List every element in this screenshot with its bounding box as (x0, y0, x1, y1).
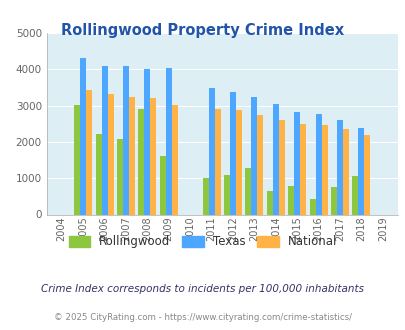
Bar (80, 58, 86, 214)
Bar (251, 97, 257, 214)
Bar (288, 186, 294, 215)
Bar (315, 114, 321, 214)
Bar (159, 156, 165, 214)
Bar (224, 175, 229, 214)
Bar (165, 68, 171, 215)
Text: Rollingwood Property Crime Index: Rollingwood Property Crime Index (61, 23, 344, 38)
Bar (95, 134, 101, 214)
Bar (321, 125, 327, 214)
Bar (107, 94, 113, 214)
Bar (358, 128, 364, 214)
Bar (272, 104, 278, 214)
Bar (294, 112, 299, 214)
Bar (235, 110, 241, 214)
Text: © 2025 CityRating.com - https://www.cityrating.com/crime-statistics/: © 2025 CityRating.com - https://www.city… (54, 313, 351, 322)
Bar (144, 69, 150, 214)
Bar (364, 135, 369, 214)
Bar (171, 105, 177, 214)
Bar (257, 115, 263, 214)
Bar (150, 98, 156, 214)
Bar (86, 90, 92, 214)
Bar (330, 187, 336, 214)
Bar (266, 190, 272, 215)
Bar (214, 109, 220, 214)
Bar (342, 129, 348, 214)
Bar (123, 66, 129, 214)
Bar (278, 120, 284, 214)
Bar (129, 97, 134, 214)
Bar (245, 168, 251, 214)
Bar (202, 178, 208, 214)
Bar (352, 176, 358, 214)
Bar (208, 88, 214, 214)
Bar (138, 109, 144, 214)
Bar (309, 199, 315, 214)
Bar (229, 92, 235, 214)
Bar (299, 124, 305, 214)
Bar (117, 139, 123, 214)
Bar (101, 66, 107, 214)
Bar (336, 120, 342, 214)
Text: Crime Index corresponds to incidents per 100,000 inhabitants: Crime Index corresponds to incidents per… (41, 284, 364, 294)
Legend: Rollingwood, Texas, National: Rollingwood, Texas, National (64, 231, 341, 253)
Bar (74, 105, 80, 214)
